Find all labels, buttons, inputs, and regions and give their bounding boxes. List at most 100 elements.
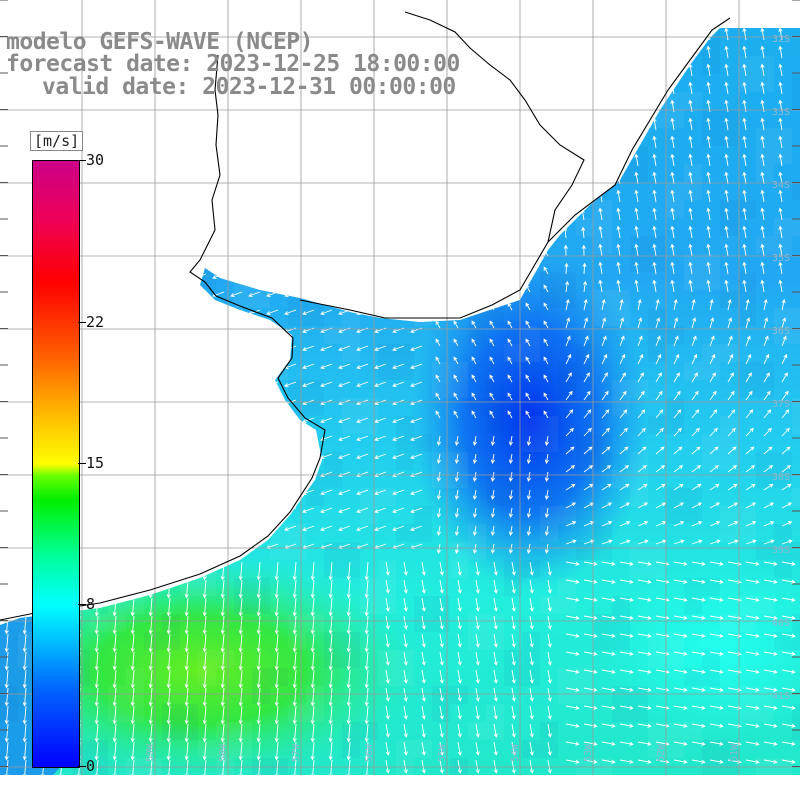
- wind-arrow: [706, 153, 711, 167]
- wind-arrow: [457, 705, 462, 720]
- wind-arrow: [374, 525, 387, 531]
- title-valid-date: valid date: 2023-12-31 00:00:00: [42, 74, 456, 100]
- wind-arrow: [727, 317, 733, 329]
- wind-arrow: [184, 687, 189, 707]
- wind-arrow: [184, 741, 189, 761]
- wind-arrow: [634, 171, 639, 185]
- wind-arrow: [709, 465, 720, 473]
- wind-arrow: [543, 302, 549, 311]
- wind-arrow: [292, 669, 297, 689]
- field-cell: [648, 722, 666, 740]
- wind-arrow: [507, 356, 513, 365]
- field-cell: [306, 380, 324, 398]
- wind-arrow: [673, 669, 688, 674]
- wind-arrow: [709, 372, 716, 383]
- wind-arrow: [688, 243, 693, 257]
- wind-arrow: [184, 669, 189, 689]
- field-cell: [522, 344, 540, 362]
- wind-arrow: [619, 579, 634, 584]
- wind-arrow: [655, 335, 661, 347]
- field-cell: [558, 506, 576, 524]
- field-cell: [648, 344, 666, 362]
- wind-arrow: [673, 353, 680, 365]
- wind-arrow: [544, 471, 549, 482]
- wind-arrow: [436, 435, 441, 446]
- wind-arrow: [356, 345, 369, 351]
- wind-arrow: [274, 561, 279, 581]
- wind-arrow: [508, 471, 513, 482]
- field-cell: [630, 704, 648, 722]
- wind-arrow: [763, 390, 771, 401]
- wind-arrow: [565, 561, 580, 566]
- field-cell: [648, 632, 666, 650]
- wind-arrow: [94, 669, 99, 689]
- colorbar-tick-mark: [78, 321, 86, 323]
- wind-arrow: [508, 507, 513, 518]
- wind-arrow: [202, 633, 207, 653]
- wind-arrow: [543, 320, 549, 329]
- wind-arrow: [619, 633, 634, 638]
- wind-arrow: [284, 309, 297, 315]
- wind-arrow: [328, 579, 333, 599]
- wind-arrow: [385, 615, 390, 630]
- wind-arrow: [781, 298, 786, 311]
- field-cell: [756, 470, 774, 488]
- wind-arrow: [745, 759, 760, 764]
- wind-arrow: [302, 345, 315, 351]
- wind-arrow: [601, 669, 616, 674]
- wind-arrow: [94, 687, 99, 707]
- wind-arrow: [328, 669, 333, 689]
- lat-label: 34S: [772, 180, 790, 191]
- field-cell: [630, 542, 648, 560]
- wind-arrow: [724, 207, 729, 221]
- wind-arrow: [565, 483, 576, 491]
- wind-arrow: [709, 651, 724, 656]
- field-cell: [756, 74, 774, 92]
- wind-arrow: [274, 597, 279, 617]
- field-cell: [558, 290, 576, 308]
- field-cell: [306, 488, 324, 506]
- lon-label: 58W: [218, 743, 229, 762]
- wind-arrow: [439, 579, 444, 594]
- wind-arrow: [565, 597, 580, 602]
- wind-arrow: [547, 633, 552, 648]
- wind-arrow: [475, 669, 480, 684]
- wind-arrow: [616, 225, 621, 239]
- wind-arrow: [94, 759, 99, 775]
- wind-arrow: [742, 81, 747, 95]
- colorbar-tick-label: 8: [86, 595, 96, 614]
- wind-arrow: [709, 687, 724, 692]
- wind-arrow: [763, 317, 769, 329]
- wind-arrow: [508, 543, 513, 554]
- wind-arrow: [706, 243, 711, 257]
- wind-arrow: [583, 521, 595, 527]
- field-cell: [792, 614, 800, 632]
- field-cell: [144, 632, 162, 650]
- field-cell: [324, 470, 342, 488]
- wind-arrow: [598, 279, 603, 293]
- wind-arrow: [94, 633, 99, 653]
- field-cell: [18, 632, 36, 650]
- wind-arrow: [637, 465, 648, 473]
- wind-arrow: [238, 651, 243, 671]
- wind-arrow: [706, 45, 711, 59]
- wind-arrow: [364, 723, 369, 743]
- wind-arrow: [637, 539, 649, 545]
- wind-arrow: [292, 633, 297, 653]
- wind-arrow: [525, 302, 531, 311]
- wind-arrow: [472, 471, 477, 482]
- field-cell: [720, 740, 738, 758]
- wind-arrow: [4, 651, 9, 671]
- wind-arrow: [166, 633, 171, 653]
- wind-arrow: [526, 525, 531, 536]
- wind-arrow: [745, 521, 757, 527]
- wind-arrow: [454, 453, 459, 464]
- wind-arrow: [439, 741, 444, 756]
- wind-arrow: [421, 651, 426, 666]
- wind-arrow: [742, 153, 747, 167]
- wind-arrow: [655, 317, 661, 329]
- field-cell: [594, 308, 612, 326]
- field-cell: [684, 578, 702, 596]
- field-cell: [342, 344, 360, 362]
- coastline-uruguay: [299, 11, 731, 319]
